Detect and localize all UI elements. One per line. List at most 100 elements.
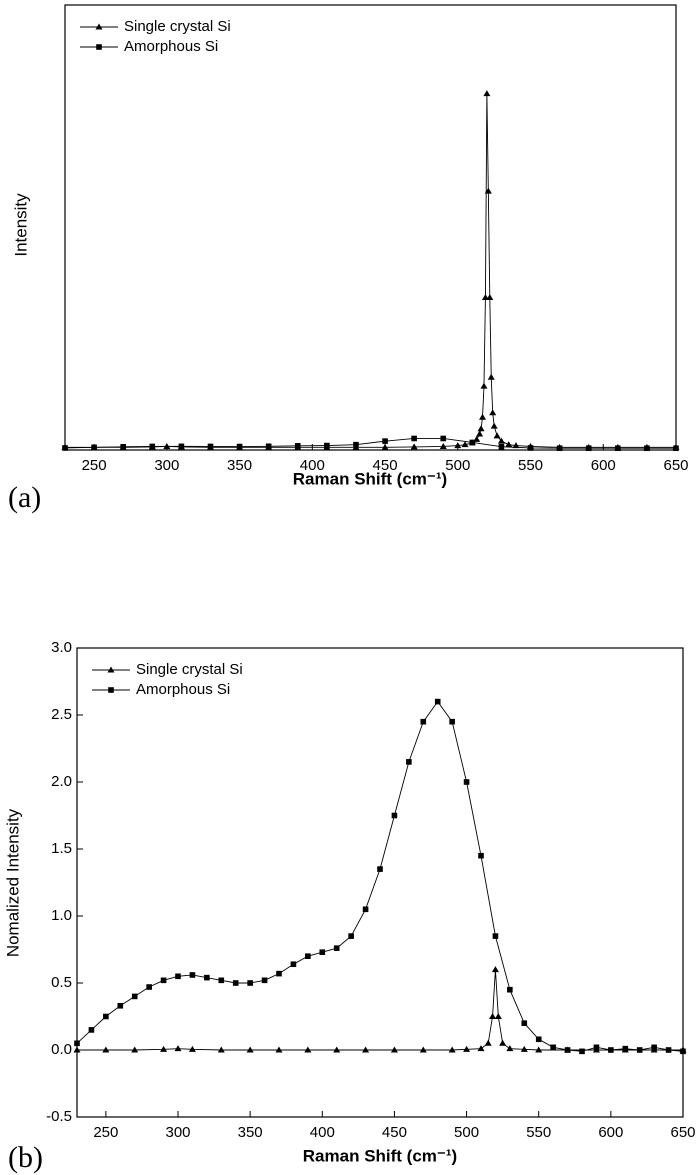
marker-square — [324, 442, 330, 449]
marker-triangle — [73, 1046, 81, 1053]
marker-square — [236, 443, 243, 450]
marker-triangle — [362, 1046, 370, 1053]
marker-square — [149, 443, 156, 450]
x-tick-label: 500 — [445, 457, 470, 474]
marker-square — [622, 1045, 629, 1052]
marker-triangle — [174, 1045, 182, 1052]
marker-triangle — [463, 1045, 471, 1052]
marker-square — [440, 435, 447, 442]
legend-label: Single crystal Si — [124, 18, 231, 35]
marker-square — [189, 972, 196, 978]
marker-square — [391, 812, 398, 819]
x-tick-label: 300 — [154, 457, 179, 474]
y-axis-label: Intensity — [11, 193, 30, 257]
marker-square — [406, 759, 412, 765]
marker-square — [131, 993, 138, 1000]
legend-marker — [107, 666, 115, 673]
marker-square — [333, 945, 340, 951]
plot-frame — [76, 647, 684, 1118]
marker-square — [463, 779, 470, 785]
x-tick-label: 500 — [454, 1124, 479, 1141]
marker-triangle — [490, 422, 498, 429]
marker-triangle — [484, 187, 492, 194]
x-tick-label: 600 — [591, 457, 616, 474]
marker-triangle — [419, 1046, 427, 1053]
series-line — [77, 969, 683, 1051]
legend-marker — [96, 44, 102, 50]
marker-triangle — [477, 1045, 485, 1052]
marker-square — [232, 980, 239, 986]
marker-square — [261, 977, 268, 984]
legend-label: Single crystal Si — [136, 661, 243, 678]
marker-triangle — [489, 1013, 497, 1019]
marker-square — [680, 1048, 686, 1055]
marker-triangle — [491, 966, 499, 973]
marker-square — [348, 933, 354, 939]
x-tick-label: 550 — [518, 457, 543, 474]
marker-triangle — [484, 1039, 492, 1046]
y-tick-label: 3.0 — [51, 639, 72, 656]
legend-marker — [108, 687, 114, 693]
marker-square — [507, 986, 513, 993]
x-tick-label: 650 — [663, 457, 688, 474]
marker-square — [103, 1013, 109, 1020]
y-tick-label: 0.0 — [51, 1041, 72, 1058]
panel-label: (a) — [8, 481, 41, 514]
marker-square — [204, 974, 210, 981]
marker-square — [615, 445, 621, 452]
marker-square — [305, 953, 311, 959]
x-tick-label: 450 — [373, 457, 398, 474]
marker-triangle — [217, 1046, 225, 1053]
legend-label: Amorphous Si — [136, 681, 230, 698]
marker-square — [411, 435, 417, 442]
marker-square — [535, 1036, 542, 1043]
x-axis-label: Raman Shift (cm⁻¹) — [303, 1146, 457, 1165]
marker-square — [88, 1027, 95, 1033]
marker-square — [178, 443, 185, 450]
marker-square — [527, 445, 534, 451]
marker-triangle — [163, 442, 171, 449]
legend-label: Amorphous Si — [124, 38, 218, 55]
marker-square — [492, 933, 499, 939]
marker-square — [498, 443, 505, 450]
y-tick-label: 2.0 — [51, 773, 72, 790]
marker-triangle — [499, 1039, 507, 1046]
panel-label: (b) — [8, 1141, 43, 1174]
series-line — [76, 700, 684, 1052]
marker-square — [608, 1047, 614, 1053]
marker-square — [117, 1002, 124, 1009]
marker-triangle — [505, 441, 513, 448]
marker-triangle — [131, 1046, 139, 1053]
marker-triangle — [520, 1045, 528, 1052]
x-tick-label: 600 — [598, 1124, 623, 1141]
y-axis-label: Nomalized Intensity — [3, 808, 22, 957]
marker-square — [91, 444, 97, 451]
marker-triangle — [476, 430, 484, 437]
x-axis-label: Raman Shift (cm⁻¹) — [293, 469, 447, 488]
marker-square — [290, 961, 297, 968]
marker-triangle — [494, 1013, 502, 1019]
x-tick-label: 250 — [93, 1124, 118, 1141]
marker-square — [644, 445, 650, 452]
x-tick-label: 650 — [670, 1124, 695, 1141]
marker-square — [469, 439, 476, 446]
x-tick-label: 550 — [526, 1124, 551, 1141]
marker-triangle — [381, 443, 389, 450]
marker-square — [218, 977, 225, 984]
x-tick-label: 400 — [310, 1124, 335, 1141]
marker-triangle — [448, 1046, 456, 1053]
marker-triangle — [489, 409, 497, 416]
y-tick-label: 0.5 — [51, 974, 72, 991]
marker-square — [434, 698, 441, 705]
marker-square — [564, 1047, 571, 1053]
marker-triangle — [512, 442, 520, 449]
marker-square — [362, 906, 369, 913]
plot-frame — [64, 4, 677, 451]
marker-square — [276, 970, 282, 977]
marker-square — [175, 973, 181, 980]
marker-triangle — [461, 441, 469, 448]
x-tick-label: 450 — [382, 1124, 407, 1141]
marker-square — [449, 718, 455, 725]
marker-square — [420, 718, 427, 725]
marker-triangle — [333, 1046, 341, 1053]
